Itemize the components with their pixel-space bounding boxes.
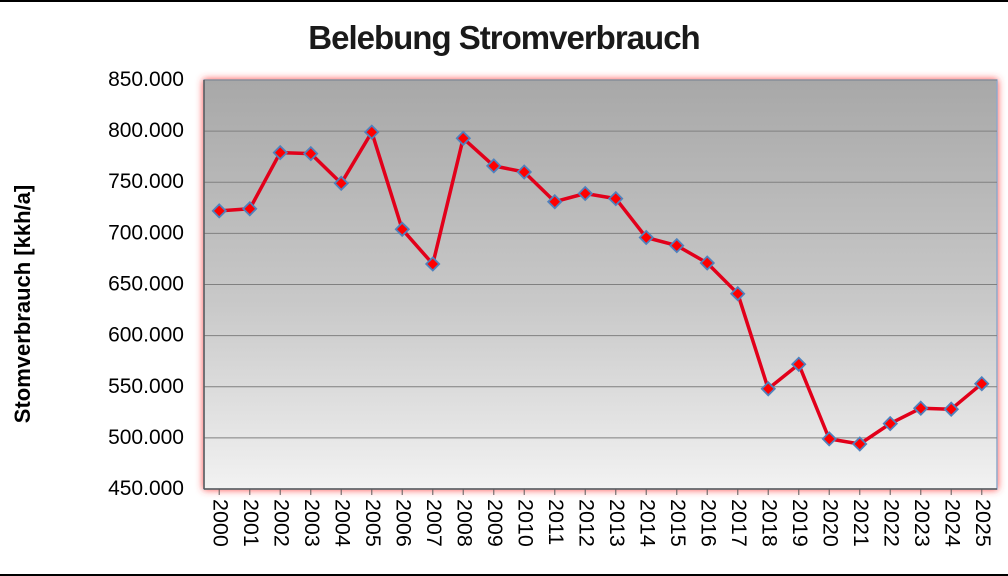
- svg-text:2005: 2005: [361, 499, 385, 547]
- svg-text:2009: 2009: [483, 499, 507, 547]
- svg-text:2018: 2018: [758, 499, 782, 547]
- svg-text:2017: 2017: [727, 499, 751, 547]
- svg-text:2010: 2010: [514, 499, 538, 547]
- svg-text:650.000: 650.000: [108, 273, 184, 296]
- svg-text:450.000: 450.000: [108, 477, 184, 500]
- svg-text:500.000: 500.000: [108, 426, 184, 449]
- svg-text:2000: 2000: [209, 499, 233, 547]
- svg-text:2015: 2015: [666, 499, 690, 547]
- svg-text:2022: 2022: [880, 499, 904, 547]
- svg-text:2019: 2019: [788, 499, 812, 547]
- svg-text:2016: 2016: [697, 499, 721, 547]
- svg-text:600.000: 600.000: [108, 324, 184, 347]
- svg-text:2006: 2006: [392, 499, 416, 547]
- svg-text:2013: 2013: [605, 499, 629, 547]
- svg-text:2025: 2025: [971, 499, 995, 547]
- svg-text:2021: 2021: [849, 499, 873, 547]
- svg-text:2008: 2008: [453, 499, 477, 547]
- svg-text:2024: 2024: [941, 499, 965, 547]
- svg-text:2020: 2020: [819, 499, 843, 547]
- svg-text:750.000: 750.000: [108, 170, 184, 193]
- svg-text:850.000: 850.000: [108, 68, 184, 91]
- svg-text:2002: 2002: [270, 499, 294, 547]
- svg-text:700.000: 700.000: [108, 221, 184, 244]
- svg-text:2011: 2011: [544, 499, 568, 545]
- svg-text:550.000: 550.000: [108, 375, 184, 398]
- svg-text:2003: 2003: [300, 499, 324, 547]
- svg-text:2023: 2023: [910, 499, 934, 547]
- svg-text:2012: 2012: [575, 499, 599, 547]
- svg-text:2007: 2007: [422, 499, 446, 547]
- svg-text:2001: 2001: [239, 499, 263, 547]
- svg-text:2014: 2014: [636, 499, 660, 547]
- svg-text:2004: 2004: [331, 499, 355, 547]
- svg-text:800.000: 800.000: [108, 119, 184, 142]
